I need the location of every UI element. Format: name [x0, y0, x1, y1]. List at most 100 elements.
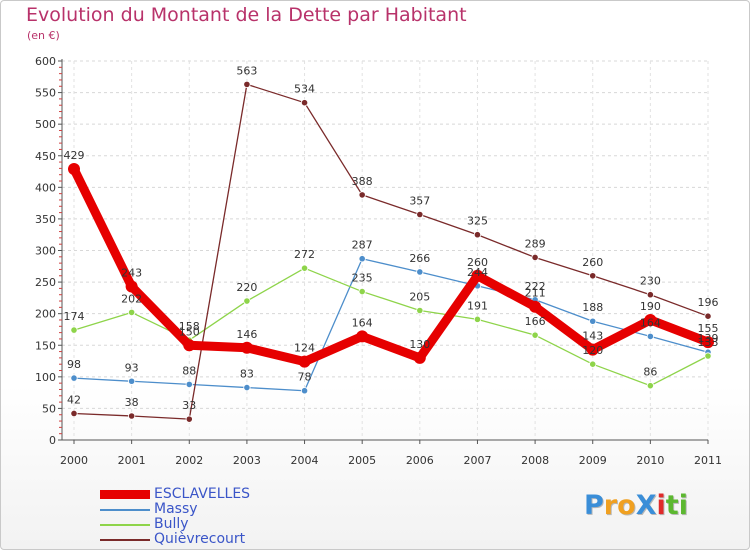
data-point-esclavelles-2005 — [356, 330, 369, 343]
logo-letter-5: t — [665, 490, 679, 521]
y-tick-label-450: 450 — [35, 150, 56, 163]
data-label-massy-2000: 98 — [67, 358, 81, 371]
x-tick-label-2003: 2003 — [233, 454, 261, 467]
y-tick-label-400: 400 — [35, 181, 56, 194]
data-point-qui-vrecourt-2010 — [646, 291, 654, 299]
chart-subtitle: (en €) — [27, 29, 60, 42]
x-tick-label-2010: 2010 — [636, 454, 664, 467]
data-point-esclavelles-2008 — [529, 300, 542, 313]
data-point-massy-2005 — [358, 255, 366, 263]
data-point-qui-vrecourt-2000 — [70, 409, 78, 418]
data-point-esclavelles-2003 — [240, 341, 253, 354]
data-point-massy-2006 — [416, 268, 424, 276]
data-point-bully-2003 — [243, 297, 251, 305]
data-point-bully-2009 — [589, 360, 597, 368]
y-tick-label-200: 200 — [35, 308, 56, 321]
data-label-qui-vrecourt-2010: 230 — [640, 275, 661, 288]
data-point-qui-vrecourt-2007 — [473, 231, 482, 239]
logo-letter-4: i — [656, 490, 666, 521]
y-tick-label-250: 250 — [35, 276, 56, 289]
data-point-esclavelles-2006 — [413, 351, 426, 364]
logo-letter-2: o — [617, 490, 636, 521]
data-label-massy-2003: 83 — [240, 368, 254, 381]
data-label-massy-2010: 164 — [640, 316, 661, 329]
data-label-qui-vrecourt-2004: 534 — [294, 83, 315, 96]
y-tick-label-0: 0 — [49, 434, 56, 447]
x-tick-label-2002: 2002 — [175, 454, 203, 467]
data-label-qui-vrecourt-2001: 38 — [125, 396, 139, 409]
data-label-bully-2006: 205 — [409, 291, 430, 304]
legend-swatch-esclavelles — [100, 490, 150, 499]
data-point-massy-2010 — [646, 332, 654, 341]
data-point-bully-2006 — [416, 306, 424, 315]
data-point-qui-vrecourt-2006 — [416, 210, 424, 219]
data-point-massy-2009 — [589, 317, 597, 325]
data-point-esclavelles-2000 — [68, 163, 80, 176]
data-label-esclavelles-2005: 164 — [352, 316, 373, 329]
y-tick-label-350: 350 — [35, 213, 56, 226]
data-label-bully-2008: 166 — [525, 315, 546, 328]
logo-letter-0: P — [584, 490, 604, 521]
x-tick-label-2006: 2006 — [406, 454, 434, 467]
data-label-bully-2005: 235 — [352, 272, 373, 285]
data-label-qui-vrecourt-2011: 196 — [698, 296, 719, 309]
series-line-massy — [73, 258, 709, 392]
x-tick-label-2009: 2009 — [579, 454, 607, 467]
data-point-bully-2011 — [704, 352, 712, 360]
data-label-bully-2004: 272 — [294, 248, 315, 261]
chart-legend: ESCLAVELLES Massy Bully Quièvrecourt — [100, 486, 250, 547]
y-tick-label-500: 500 — [35, 118, 56, 131]
y-tick-label-100: 100 — [35, 371, 56, 384]
proxiti-logo: ProXiti — [584, 490, 688, 521]
data-label-massy-2007: 244 — [467, 266, 488, 279]
data-point-qui-vrecourt-2009 — [589, 272, 597, 280]
data-point-esclavelles-2007 — [471, 269, 484, 282]
data-point-qui-vrecourt-2003 — [243, 80, 251, 88]
data-label-qui-vrecourt-2002: 33 — [182, 399, 196, 412]
data-point-esclavelles-2002 — [183, 339, 196, 352]
data-label-qui-vrecourt-2003: 563 — [236, 64, 257, 77]
data-label-massy-2009: 188 — [582, 301, 603, 314]
data-label-esclavelles-2011: 155 — [698, 322, 719, 335]
data-point-massy-2004 — [300, 387, 309, 395]
logo-letter-6: i — [678, 490, 688, 521]
data-label-bully-2000: 174 — [64, 310, 85, 323]
data-point-bully-2007 — [473, 315, 482, 323]
data-point-esclavelles-2001 — [125, 280, 138, 293]
data-point-massy-2002 — [185, 380, 193, 389]
x-tick-label-2000: 2000 — [60, 454, 88, 467]
series-line-esclavelles — [69, 164, 713, 367]
data-point-bully-2010 — [646, 382, 654, 390]
data-label-bully-2007: 191 — [467, 299, 488, 312]
data-label-bully-2009: 120 — [582, 344, 603, 357]
data-label-qui-vrecourt-2009: 260 — [582, 256, 603, 269]
data-point-qui-vrecourt-2008 — [531, 253, 539, 262]
legend-swatch-qui-vrecourt — [100, 538, 150, 541]
data-label-qui-vrecourt-2000: 42 — [67, 393, 81, 406]
data-label-esclavelles-2004: 124 — [294, 342, 315, 355]
data-point-qui-vrecourt-2005 — [358, 191, 366, 199]
series-line-qui-vrecourt — [73, 83, 709, 420]
data-label-massy-2005: 287 — [352, 239, 373, 252]
x-tick-label-2008: 2008 — [521, 454, 549, 467]
data-point-bully-2004 — [300, 264, 309, 272]
x-tick-label-2011: 2011 — [694, 454, 722, 467]
legend-swatch-massy — [100, 508, 150, 511]
data-point-bully-2005 — [358, 287, 366, 296]
y-tick-label-50: 50 — [42, 402, 56, 415]
data-point-qui-vrecourt-2011 — [704, 312, 712, 320]
legend-label-massy: Massy — [154, 501, 198, 517]
data-point-qui-vrecourt-2002 — [185, 415, 193, 423]
data-label-bully-2001: 202 — [121, 292, 142, 305]
data-label-esclavelles-2001: 243 — [121, 267, 142, 280]
data-label-qui-vrecourt-2007: 325 — [467, 215, 488, 228]
legend-label-bully: Bully — [154, 516, 189, 532]
legend-item-qui-vrecourt: Quièvrecourt — [100, 531, 250, 547]
data-label-esclavelles-2007: 260 — [467, 256, 488, 269]
data-point-qui-vrecourt-2001 — [128, 412, 136, 420]
data-point-esclavelles-2011 — [702, 336, 714, 349]
data-point-esclavelles-2004 — [298, 355, 311, 368]
chart-title: Evolution du Montant de la Dette par Hab… — [26, 4, 467, 26]
data-label-esclavelles-2010: 190 — [640, 300, 661, 313]
data-label-esclavelles-2008: 211 — [525, 287, 546, 300]
